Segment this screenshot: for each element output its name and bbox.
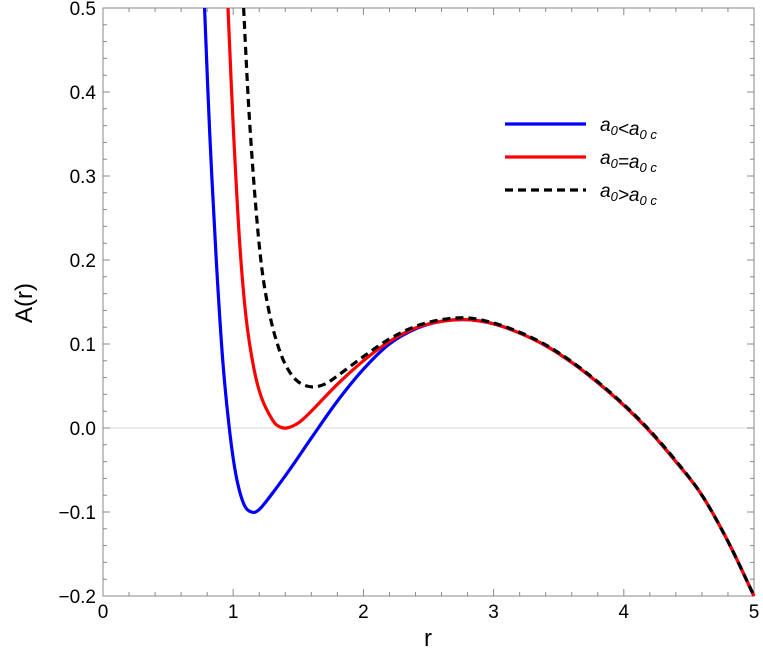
y-tick-label: 0.0 <box>70 419 96 440</box>
plot-frame <box>102 7 755 597</box>
x-tick-label: 2 <box>358 602 369 623</box>
series-line-1 <box>202 7 756 597</box>
series-group <box>202 7 756 597</box>
y-tick-label: 0.3 <box>70 167 96 188</box>
legend-label-3: a0>a0 c <box>600 181 657 208</box>
series-line-2 <box>226 7 756 597</box>
y-tick-label: −0.2 <box>58 587 96 608</box>
x-tick-label: 0 <box>98 602 109 623</box>
x-tick-label: 5 <box>749 602 760 623</box>
tick-labels: 0 1 2 3 4 5 −0.2 −0.1 0.0 0.1 0.2 0.3 0.4 0.5 <box>58 0 759 623</box>
x-tick-label: 4 <box>619 602 630 623</box>
legend-label-2: a0=a0 c <box>600 148 657 175</box>
y-axis-label: A(r) <box>11 283 38 323</box>
ticks <box>102 7 755 597</box>
y-tick-label: −0.1 <box>58 503 96 524</box>
x-tick-label: 1 <box>228 602 239 623</box>
y-tick-label: 0.5 <box>70 0 96 20</box>
x-tick-label: 3 <box>488 602 499 623</box>
y-tick-label: 0.1 <box>70 335 96 356</box>
y-tick-label: 0.2 <box>70 251 96 272</box>
legend-label-1: a0<a0 c <box>600 115 657 142</box>
legend: a0<a0 c a0=a0 c a0>a0 c <box>505 115 657 208</box>
series-line-3 <box>242 7 756 597</box>
x-axis-label: r <box>424 625 432 652</box>
y-tick-label: 0.4 <box>70 83 97 104</box>
